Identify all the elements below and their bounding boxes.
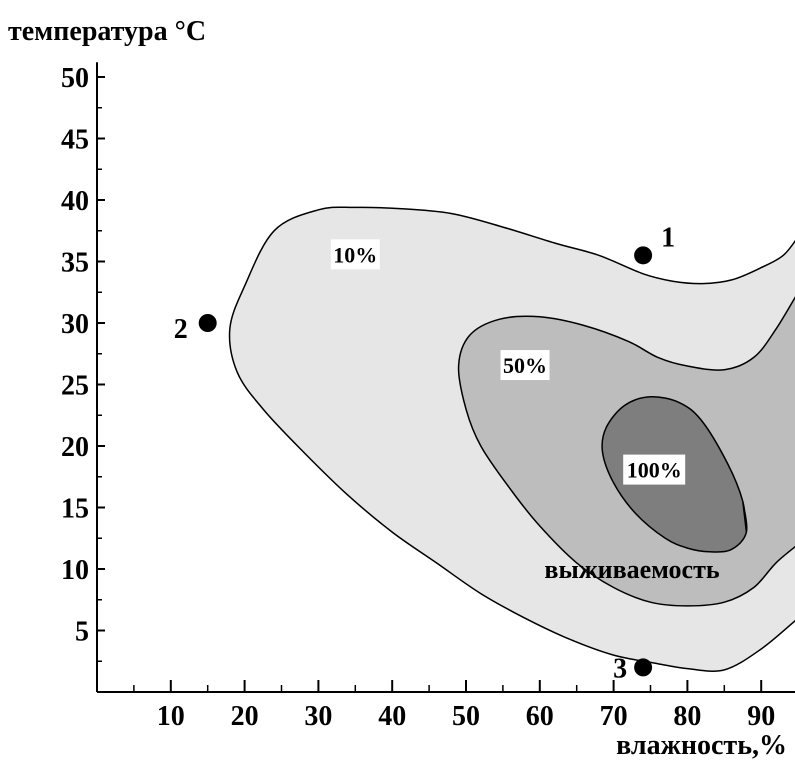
x-tick-label: 10 xyxy=(157,701,185,732)
region-label: 50% xyxy=(503,353,547,378)
region-label-bg xyxy=(500,350,550,381)
region-label-bg xyxy=(330,239,380,270)
region-label: 100% xyxy=(627,458,682,483)
y-tick-label: 5 xyxy=(75,617,89,648)
data-point-3 xyxy=(634,658,653,677)
x-tick-label: 90 xyxy=(747,701,775,732)
x-tick-label: 20 xyxy=(231,701,259,732)
data-point-1 xyxy=(634,246,653,265)
data-points: 1 2 3 xyxy=(174,222,675,684)
y-tick-label: 20 xyxy=(61,432,89,463)
x-axis-title: влажность,% xyxy=(616,730,787,761)
x-tick-label: 80 xyxy=(673,701,701,732)
region-label: 10% xyxy=(333,242,377,267)
tick-marks: 5 10 15 20 25 30 35 40 45 50 10 20 30 40 50 60 70 80 90 xyxy=(61,63,775,732)
y-tick-label: 45 xyxy=(61,125,89,156)
data-point-label-1: 1 xyxy=(661,222,675,253)
y-tick-label: 35 xyxy=(61,248,89,279)
x-tick-label: 50 xyxy=(452,701,480,732)
y-tick-label: 40 xyxy=(61,186,89,217)
contour-regions xyxy=(228,206,795,672)
data-point-label-2: 2 xyxy=(174,314,188,345)
axes xyxy=(96,62,795,693)
y-tick-label: 50 xyxy=(61,63,89,94)
survival-annotation: выживаемость xyxy=(544,555,719,584)
region-label-bg xyxy=(623,454,686,485)
y-tick-label: 10 xyxy=(61,555,89,586)
y-tick-label: 15 xyxy=(61,494,89,525)
region-labels: 10% 50% 100% xyxy=(330,239,686,485)
x-tick-label: 40 xyxy=(378,701,406,732)
y-tick-label: 30 xyxy=(61,309,89,340)
x-tick-label: 30 xyxy=(304,701,332,732)
data-point-2 xyxy=(198,314,217,332)
y-axis-title: температура °C xyxy=(8,16,206,47)
y-tick-label: 25 xyxy=(61,371,89,402)
data-point-label-3: 3 xyxy=(613,653,627,684)
x-tick-label: 60 xyxy=(526,701,554,732)
x-tick-label: 70 xyxy=(600,701,628,732)
